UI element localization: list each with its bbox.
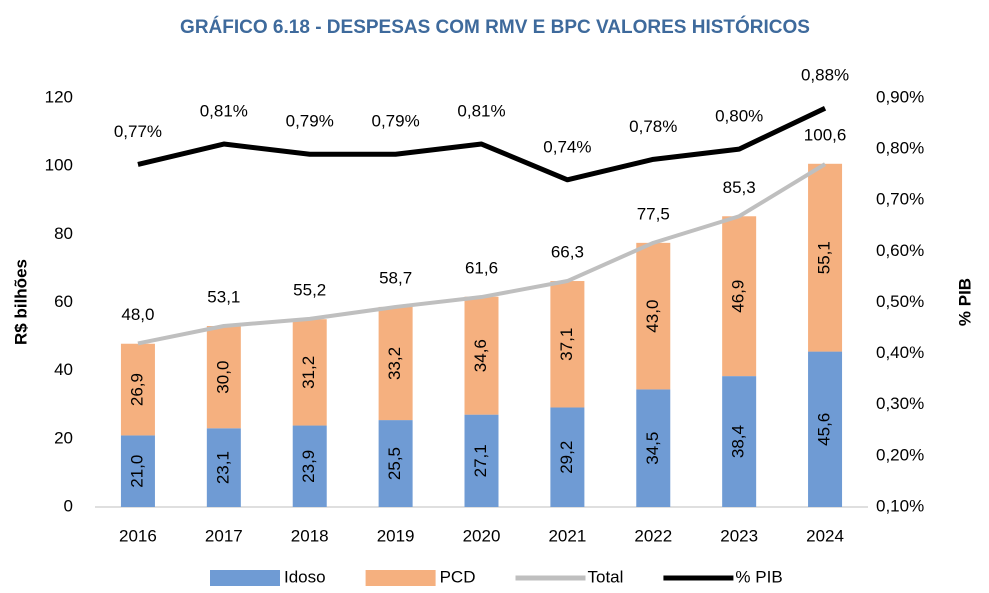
y-axis-title: R$ bilhões: [11, 259, 30, 345]
bar-segment: [550, 407, 585, 507]
bar-segment: [636, 242, 671, 390]
y-tick-label: 60: [54, 292, 73, 311]
data-label: 37,1: [557, 328, 576, 361]
data-label: 30,0: [213, 361, 232, 394]
bar-segment: [206, 428, 241, 507]
y2-tick-label: 0,10%: [876, 496, 924, 515]
bar-segment: [464, 414, 499, 507]
data-label: 0,77%: [114, 122, 162, 141]
y-tick-label: 100: [45, 156, 73, 175]
y2-tick-label: 0,80%: [876, 139, 924, 158]
x-tick-label: 2020: [463, 526, 501, 545]
data-label: 66,3: [551, 243, 584, 262]
data-label: 58,7: [379, 268, 412, 287]
y2-tick-label: 0,20%: [876, 445, 924, 464]
legend-label: PCD: [440, 567, 476, 586]
data-label: 27,1: [471, 444, 490, 477]
legend-label: Idoso: [284, 567, 326, 586]
data-label: 0,74%: [543, 137, 591, 156]
data-label: 53,1: [207, 288, 240, 307]
chart-title: GRÁFICO 6.18 - DESPESAS COM RMV E BPC VA…: [180, 16, 810, 38]
bar-segment: [636, 389, 671, 507]
data-label: 23,9: [299, 450, 318, 483]
data-label: 0,81%: [457, 101, 505, 120]
legend-swatch: [210, 570, 280, 586]
bar-segment: [722, 376, 757, 507]
data-label: 55,2: [293, 280, 326, 299]
data-label: 0,88%: [801, 66, 849, 85]
bar-segment: [464, 296, 499, 415]
bar-segment: [206, 326, 241, 429]
x-tick-label: 2017: [205, 526, 243, 545]
bar-segment: [808, 351, 843, 507]
data-label: 33,2: [385, 347, 404, 380]
data-label: 26,9: [127, 373, 146, 406]
x-tick-label: 2022: [634, 526, 672, 545]
line-series: [137, 162, 827, 346]
y-tick-label: 40: [54, 360, 73, 379]
x-tick-label: 2016: [119, 526, 157, 545]
y-tick-label: 120: [45, 87, 73, 106]
x-tick-label: 2018: [291, 526, 329, 545]
data-label: 43,0: [643, 300, 662, 333]
data-label: 23,1: [213, 451, 232, 484]
data-label: 25,5: [385, 447, 404, 480]
data-label: 0,80%: [715, 107, 763, 126]
data-label: 29,2: [557, 441, 576, 474]
data-label: 0,81%: [200, 101, 248, 120]
bar-segment: [120, 343, 155, 436]
bar-segment: [378, 420, 413, 507]
data-label: 0,79%: [372, 112, 420, 131]
data-label: 46,9: [729, 280, 748, 313]
data-label: 34,5: [643, 432, 662, 465]
data-label: 48,0: [121, 305, 154, 324]
data-label: 45,6: [815, 413, 834, 446]
x-tick-label: 2019: [377, 526, 415, 545]
y2-tick-label: 0,60%: [876, 241, 924, 260]
line-series: [137, 105, 827, 183]
data-label: 85,3: [723, 178, 756, 197]
data-label: 38,4: [729, 425, 748, 458]
data-label: 100,6: [804, 126, 847, 145]
x-tick-label: 2024: [806, 526, 844, 545]
legend-label: Total: [588, 567, 624, 586]
data-label: 31,2: [299, 356, 318, 389]
bar-segment: [808, 163, 843, 352]
bar-segment: [550, 281, 585, 408]
y-tick-label: 80: [54, 224, 73, 243]
y2-tick-label: 0,70%: [876, 190, 924, 209]
y2-tick-label: 0,40%: [876, 343, 924, 362]
x-tick-label: 2021: [548, 526, 586, 545]
data-label: 34,6: [471, 339, 490, 372]
legend-label: % PIB: [735, 567, 782, 586]
bar-segment: [120, 435, 155, 507]
data-label: 0,78%: [629, 117, 677, 136]
bar-segment: [292, 319, 327, 426]
bar-segment: [722, 216, 757, 377]
y-tick-label: 0: [64, 496, 73, 515]
y-tick-label: 20: [54, 428, 73, 447]
y2-tick-label: 0,50%: [876, 292, 924, 311]
legend-swatch: [365, 570, 436, 586]
x-tick-label: 2023: [720, 526, 758, 545]
bar-segment: [378, 306, 413, 421]
y2-tick-label: 0,30%: [876, 394, 924, 413]
y2-tick-label: 0,90%: [876, 87, 924, 106]
y2-axis-title: % PIB: [955, 278, 974, 326]
data-label: 61,6: [465, 259, 498, 278]
bar-segment: [292, 425, 327, 507]
data-label: 0,79%: [286, 112, 334, 131]
data-label: 77,5: [637, 204, 670, 223]
data-label: 55,1: [815, 241, 834, 274]
data-label: 21,0: [127, 455, 146, 488]
